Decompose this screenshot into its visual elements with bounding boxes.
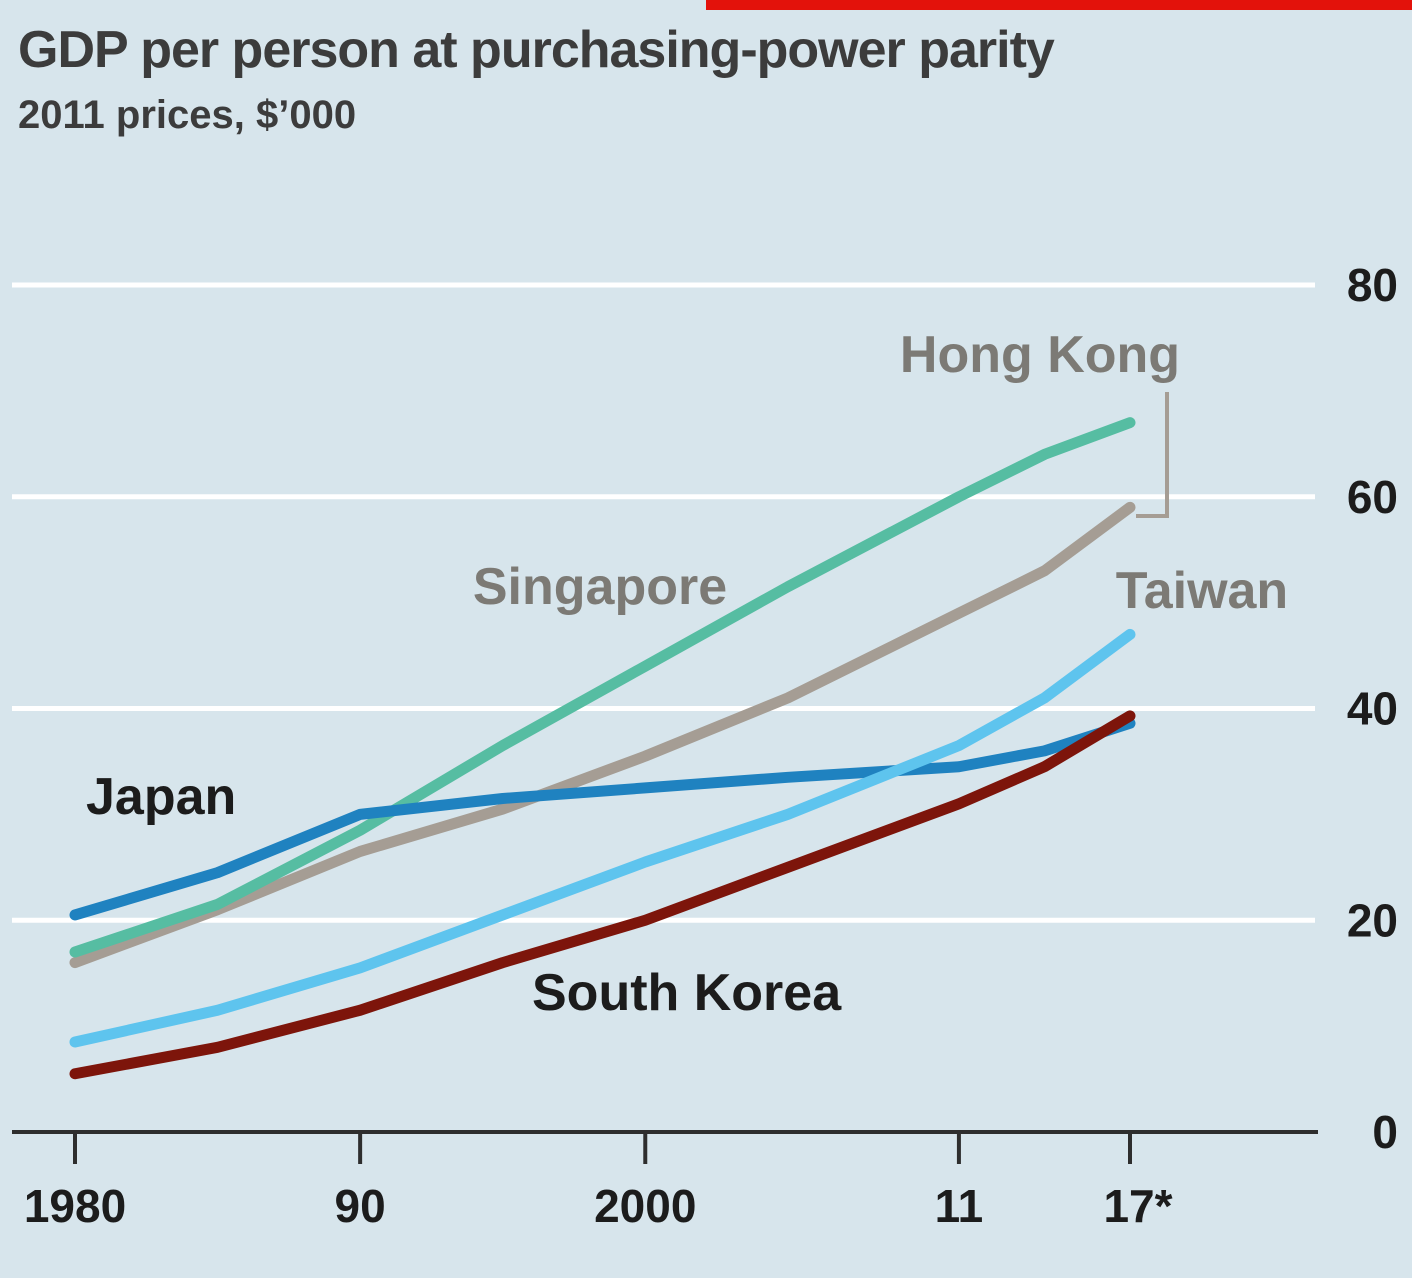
y-axis-label-0: 0 — [1372, 1106, 1398, 1158]
series-line-hong-kong — [69, 501, 1136, 969]
y-axis-label-40: 40 — [1347, 683, 1398, 735]
hong-kong-connector-line — [1136, 392, 1169, 518]
series-label-hong-kong: Hong Kong — [900, 326, 1180, 384]
series-label-singapore: Singapore — [473, 558, 727, 616]
series-label-south-korea: South Korea — [532, 964, 842, 1022]
x-axis-label-17*: 17* — [1103, 1180, 1172, 1232]
y-axis-label-20: 20 — [1347, 894, 1398, 946]
x-axis-label-11: 11 — [935, 1180, 984, 1232]
chart-header: GDP per person at purchasing-power parit… — [18, 21, 1394, 138]
series-line-singapore — [69, 417, 1136, 958]
top-accent-bar — [706, 0, 1412, 10]
series-line-taiwan — [69, 628, 1136, 1048]
chart-title: GDP per person at purchasing-power parit… — [18, 21, 1055, 79]
x-axis-label-90: 90 — [335, 1180, 386, 1232]
y-axis-label-60: 60 — [1347, 471, 1398, 523]
x-axis-label-1980: 1980 — [24, 1180, 126, 1232]
series-line-japan — [69, 717, 1136, 921]
series-label-japan: Japan — [86, 768, 236, 826]
series-label-taiwan: Taiwan — [1116, 562, 1288, 620]
series-line-south-korea — [69, 710, 1136, 1080]
x-axis-label-2000: 2000 — [594, 1180, 696, 1232]
chart-subtitle: 2011 prices, $’000 — [18, 93, 357, 138]
y-axis-label-80: 80 — [1347, 259, 1398, 311]
